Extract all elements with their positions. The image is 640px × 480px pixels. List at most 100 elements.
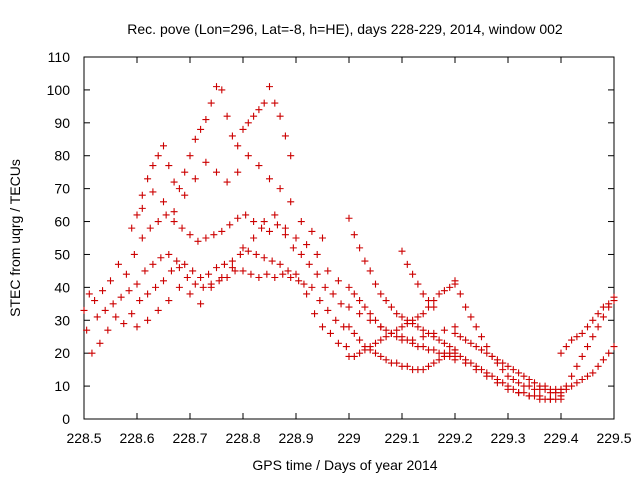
data-point (387, 329, 395, 337)
data-point (430, 346, 438, 354)
data-point (361, 257, 369, 265)
data-point (186, 231, 194, 239)
data-point (488, 352, 496, 360)
data-point (403, 260, 411, 268)
data-point (573, 333, 581, 341)
data-point (289, 244, 297, 252)
data-point (393, 359, 401, 367)
data-point (250, 234, 258, 242)
data-point (319, 323, 326, 331)
data-point (218, 86, 226, 94)
data-point (152, 283, 160, 291)
data-point (425, 362, 432, 370)
data-point (297, 218, 305, 226)
data-point (144, 290, 152, 298)
data-point (573, 379, 581, 387)
data-point (435, 356, 443, 364)
data-point (122, 270, 130, 278)
x-tick-label: 228.5 (66, 430, 101, 446)
data-point (605, 349, 613, 357)
data-point (223, 112, 231, 120)
data-point (409, 336, 417, 344)
x-tick-label: 228.9 (278, 430, 313, 446)
data-point (319, 234, 326, 242)
data-point (154, 152, 162, 160)
data-point (594, 310, 602, 318)
data-point (96, 339, 104, 347)
data-point (536, 395, 544, 403)
data-point (366, 267, 374, 275)
data-point (260, 99, 268, 107)
data-point (276, 112, 284, 120)
data-point (183, 273, 191, 281)
data-point (366, 316, 374, 324)
data-point (326, 329, 334, 337)
data-point (91, 297, 99, 305)
data-point (435, 336, 443, 344)
x-tick-label: 229.3 (490, 430, 525, 446)
data-point (236, 250, 244, 258)
data-point (255, 273, 263, 281)
data-point (578, 352, 586, 360)
data-point (467, 313, 475, 321)
y-axis-ticks: 0 10 20 30 40 50 60 70 80 90 100 110 (47, 49, 614, 427)
data-point (504, 362, 512, 370)
data-point (345, 323, 353, 331)
data-point (114, 260, 122, 268)
data-point (173, 257, 181, 265)
data-point (377, 352, 385, 360)
data-point (324, 267, 332, 275)
data-points (80, 83, 618, 403)
data-point (210, 231, 218, 239)
data-point (525, 376, 533, 384)
data-point (107, 277, 114, 285)
data-point (599, 356, 607, 364)
data-point (409, 316, 417, 324)
data-point (382, 326, 390, 334)
data-point (451, 329, 459, 337)
data-point (409, 270, 417, 278)
data-point (273, 221, 281, 229)
data-point (430, 359, 438, 367)
data-point (509, 366, 517, 374)
data-point (287, 152, 295, 160)
data-point (149, 162, 157, 170)
y-axis-label: STEC from uqrg / TECUs (7, 159, 23, 317)
data-point (120, 320, 128, 328)
data-point (382, 356, 390, 364)
data-point (213, 83, 220, 91)
data-point (525, 382, 533, 390)
y-tick-label: 30 (54, 312, 70, 328)
y-tick-label: 100 (47, 82, 71, 98)
data-point (287, 273, 295, 281)
data-point (594, 362, 602, 370)
data-point (515, 369, 523, 377)
data-point (136, 297, 144, 305)
data-point (584, 372, 591, 380)
data-point (242, 211, 250, 219)
data-point (234, 168, 242, 176)
data-point (356, 349, 364, 357)
data-point (337, 300, 345, 308)
data-point (356, 336, 364, 344)
data-point (218, 273, 226, 281)
data-point (313, 250, 321, 258)
data-point (191, 135, 199, 143)
data-point (133, 323, 141, 331)
chart-title: Rec. pove (Lon=296, Lat=-8, h=HE), days … (127, 21, 563, 37)
data-point (170, 208, 178, 216)
data-point (213, 264, 220, 272)
data-point (562, 343, 570, 351)
data-point (239, 244, 247, 252)
data-point (197, 125, 205, 133)
data-point (104, 326, 112, 334)
data-point (255, 162, 263, 170)
data-point (430, 303, 438, 311)
data-point (398, 313, 406, 321)
x-axis-ticks: 228.5 228.6 228.7 228.8 228.9 229 229.1 229.2 22… (66, 57, 632, 446)
y-tick-label: 60 (54, 214, 70, 230)
data-point (504, 385, 512, 393)
data-point (109, 300, 117, 308)
data-point (493, 379, 501, 387)
data-point (276, 185, 284, 193)
